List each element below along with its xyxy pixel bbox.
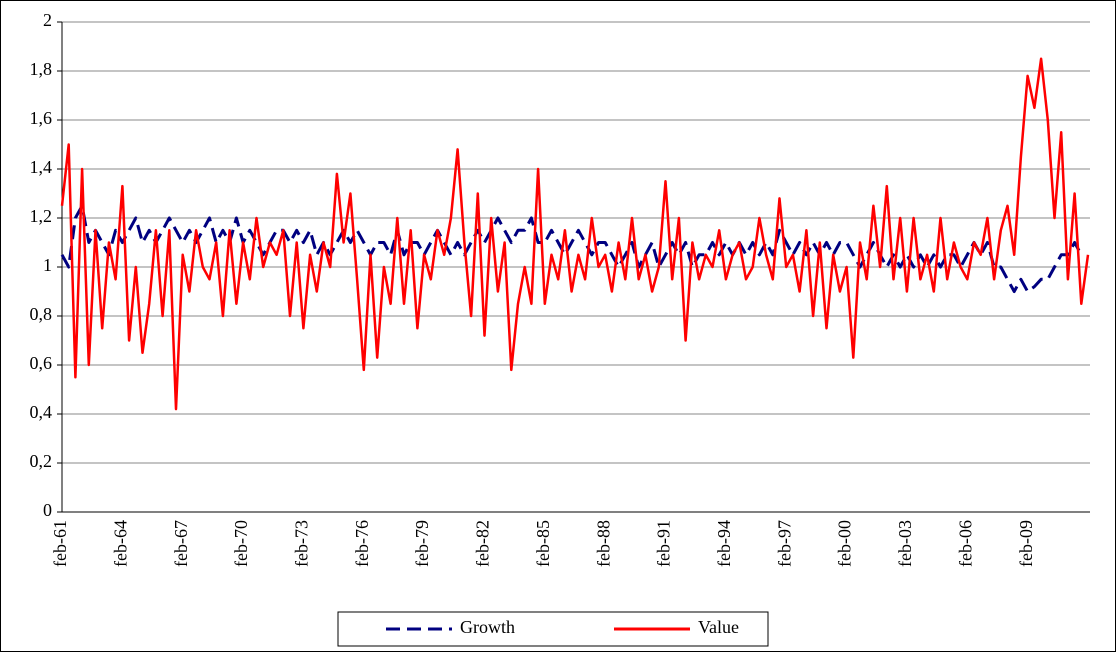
y-tick-label: 1,4 xyxy=(30,157,53,177)
x-tick-label: feb-76 xyxy=(352,520,372,567)
y-tick-label: 0,2 xyxy=(30,451,53,471)
y-tick-label: 1,6 xyxy=(30,108,53,128)
x-tick-label: feb-67 xyxy=(171,520,191,567)
x-tick-label: feb-64 xyxy=(110,520,130,567)
y-tick-label: 0,8 xyxy=(30,304,53,324)
series-line xyxy=(60,204,1083,293)
legend-label: Growth xyxy=(460,617,515,637)
legend-label: Value xyxy=(698,617,739,637)
x-tick-label: feb-06 xyxy=(955,520,975,567)
x-tick-label: feb-03 xyxy=(895,520,915,567)
y-tick-label: 0 xyxy=(43,500,52,520)
x-tick-label: feb-82 xyxy=(473,520,493,567)
series-line xyxy=(60,57,1090,411)
x-tick-label: feb-94 xyxy=(714,520,734,567)
x-tick-label: feb-97 xyxy=(774,520,794,567)
x-tick-label: feb-91 xyxy=(654,520,674,567)
y-tick-label: 1,8 xyxy=(30,59,53,79)
x-tick-label: feb-00 xyxy=(835,520,855,567)
y-tick-label: 2 xyxy=(43,10,52,30)
y-tick-label: 1 xyxy=(43,255,52,275)
x-tick-label: feb-61 xyxy=(50,520,70,567)
x-tick-label: feb-09 xyxy=(1016,520,1036,567)
x-tick-label: feb-73 xyxy=(292,520,312,567)
x-tick-label: feb-88 xyxy=(593,520,613,567)
x-tick-label: feb-85 xyxy=(533,520,553,567)
x-tick-label: feb-79 xyxy=(412,520,432,567)
y-tick-label: 0,4 xyxy=(30,402,53,422)
y-tick-label: 0,6 xyxy=(30,353,53,373)
x-tick-label: feb-70 xyxy=(231,520,251,567)
y-tick-label: 1,2 xyxy=(30,206,53,226)
